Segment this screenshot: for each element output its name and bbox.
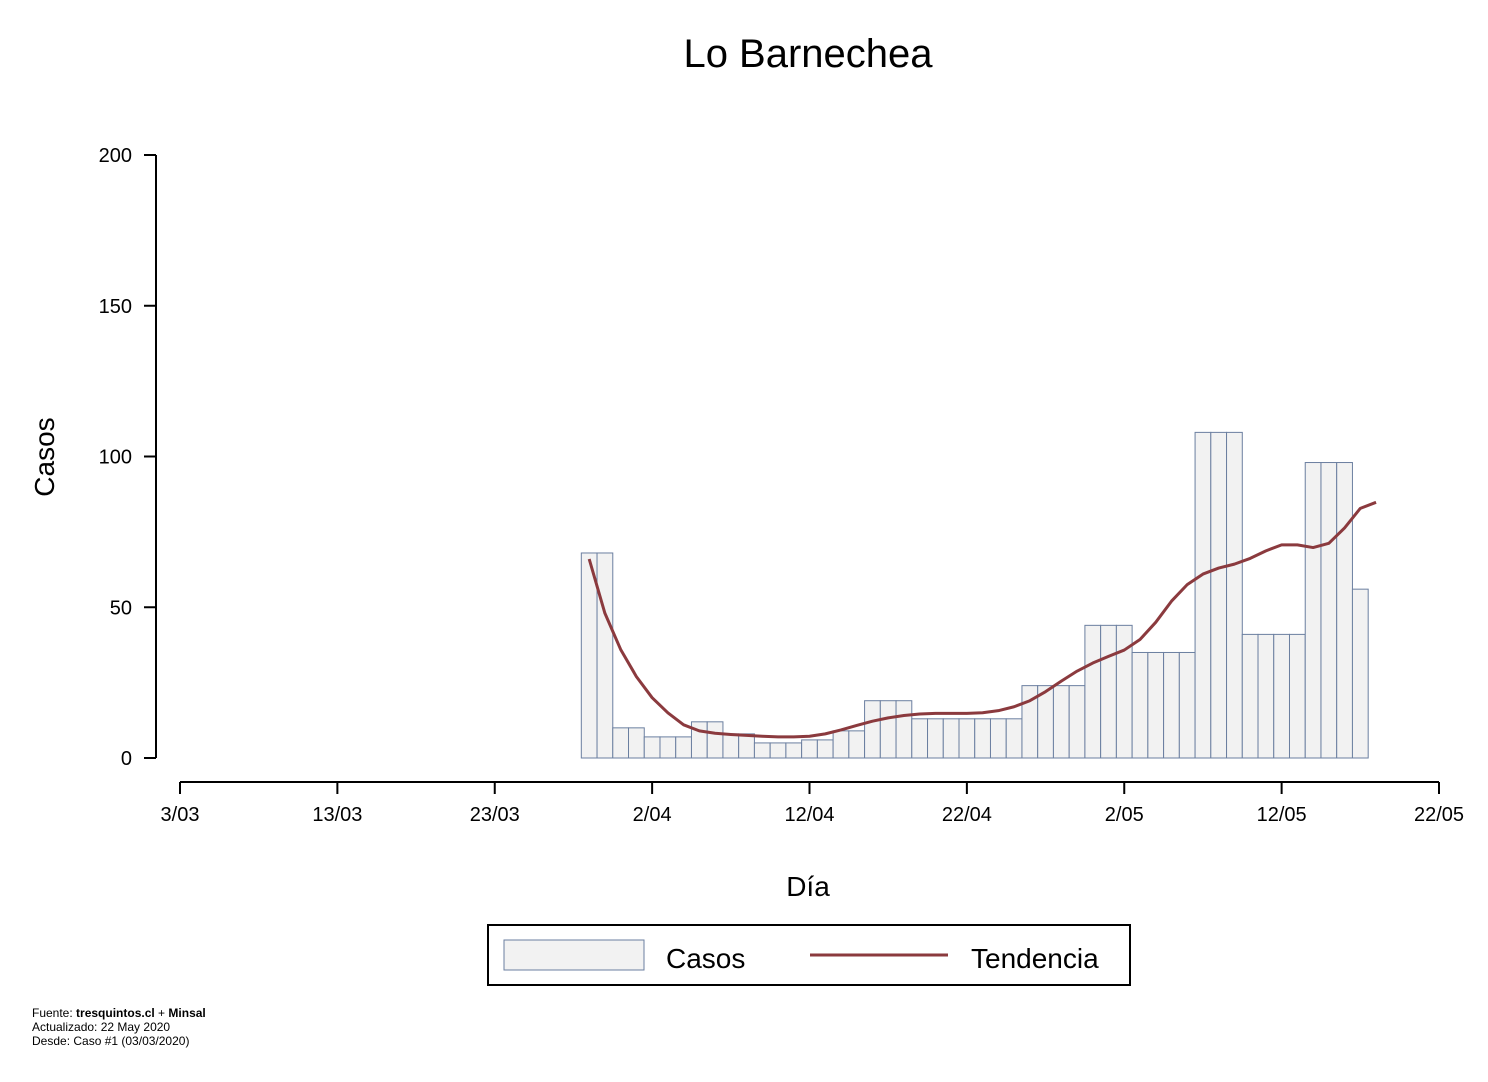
footer-source-minsal: Minsal (168, 1006, 206, 1020)
bar (675, 736, 692, 759)
bar (1100, 624, 1117, 759)
bar (612, 727, 630, 759)
bar (706, 721, 724, 759)
bar (1273, 633, 1290, 759)
bar (722, 733, 740, 759)
bar (769, 742, 787, 759)
bar (1005, 718, 1023, 759)
bar (628, 727, 645, 759)
bar (1068, 685, 1086, 759)
y-tick-label: 150 (99, 296, 132, 318)
y-axis: 0 50 100 150 200 (99, 145, 157, 770)
y-tick-label: 200 (99, 145, 132, 167)
x-tick-label: 3/03 (161, 804, 200, 826)
x-tick-label: 2/05 (1105, 804, 1144, 826)
bar (1052, 685, 1070, 759)
footer-updated: Actualizado: 22 May 2020 (32, 1020, 171, 1034)
bar (1178, 651, 1196, 759)
bar-series-casos (580, 431, 1369, 759)
footer-source-join: + (154, 1006, 169, 1020)
bar (974, 718, 991, 759)
bar (1147, 651, 1165, 759)
bar (832, 730, 850, 759)
bar (989, 718, 1007, 759)
bar (927, 718, 944, 759)
bar (753, 742, 771, 759)
bar (1320, 462, 1338, 759)
x-tick-label: 23/03 (470, 804, 520, 826)
y-tick-label: 100 (99, 447, 132, 469)
bar (1131, 651, 1149, 759)
x-tick-label: 22/05 (1414, 804, 1464, 826)
trend-line (587, 500, 1377, 739)
y-tick-label: 0 (121, 748, 132, 770)
bar (911, 718, 929, 759)
bar (1210, 431, 1228, 759)
bar (848, 730, 866, 759)
bar (659, 736, 677, 759)
x-tick-label: 12/05 (1257, 804, 1307, 826)
bar (1304, 462, 1322, 759)
x-tick-label: 13/03 (312, 804, 362, 826)
bar (816, 739, 834, 759)
x-axis-label: Día (786, 871, 830, 902)
x-tick-label: 22/04 (942, 804, 992, 826)
bar (895, 700, 913, 759)
bar (580, 552, 598, 759)
bar (801, 739, 818, 759)
footer-source-prefix: Fuente: (32, 1006, 77, 1020)
bar (958, 718, 976, 759)
footer-source: Fuente: tresquintos.cl + Minsal (32, 1006, 206, 1020)
footer-credits: Fuente: tresquintos.cl + Minsal Actualiz… (32, 1006, 206, 1048)
bar (596, 552, 614, 759)
x-axis: 3/03 13/03 23/03 2/04 12/04 22/04 2/05 12/05 22/… (161, 781, 1464, 826)
bar (1241, 633, 1259, 759)
legend-swatch-casos (503, 939, 645, 971)
footer-source-link: tresquintos.cl (76, 1006, 155, 1020)
bar (785, 742, 803, 759)
bar (879, 700, 897, 759)
line-series-tendencia (587, 500, 1377, 739)
y-tick-label: 50 (110, 597, 132, 619)
y-axis-label: Casos (29, 417, 60, 496)
bar (1226, 431, 1243, 759)
bar (942, 718, 960, 759)
chart-title: Lo Barnechea (683, 32, 933, 76)
bar (1163, 651, 1180, 759)
bar (1257, 633, 1275, 759)
footer-since: Desde: Caso #1 (03/03/2020) (32, 1034, 190, 1048)
x-tick-label: 2/04 (633, 804, 672, 826)
bar (1336, 462, 1353, 759)
bar (1194, 431, 1212, 759)
legend-label-casos: Casos (666, 943, 745, 974)
bar (738, 733, 755, 759)
bar (643, 736, 661, 759)
legend-label-tendencia: Tendencia (971, 943, 1099, 974)
bar (1288, 633, 1306, 759)
legend: Casos Tendencia (487, 924, 1131, 986)
x-tick-label: 12/04 (784, 804, 834, 826)
bar (1351, 588, 1369, 759)
bar (864, 700, 881, 759)
bar (1084, 624, 1102, 759)
